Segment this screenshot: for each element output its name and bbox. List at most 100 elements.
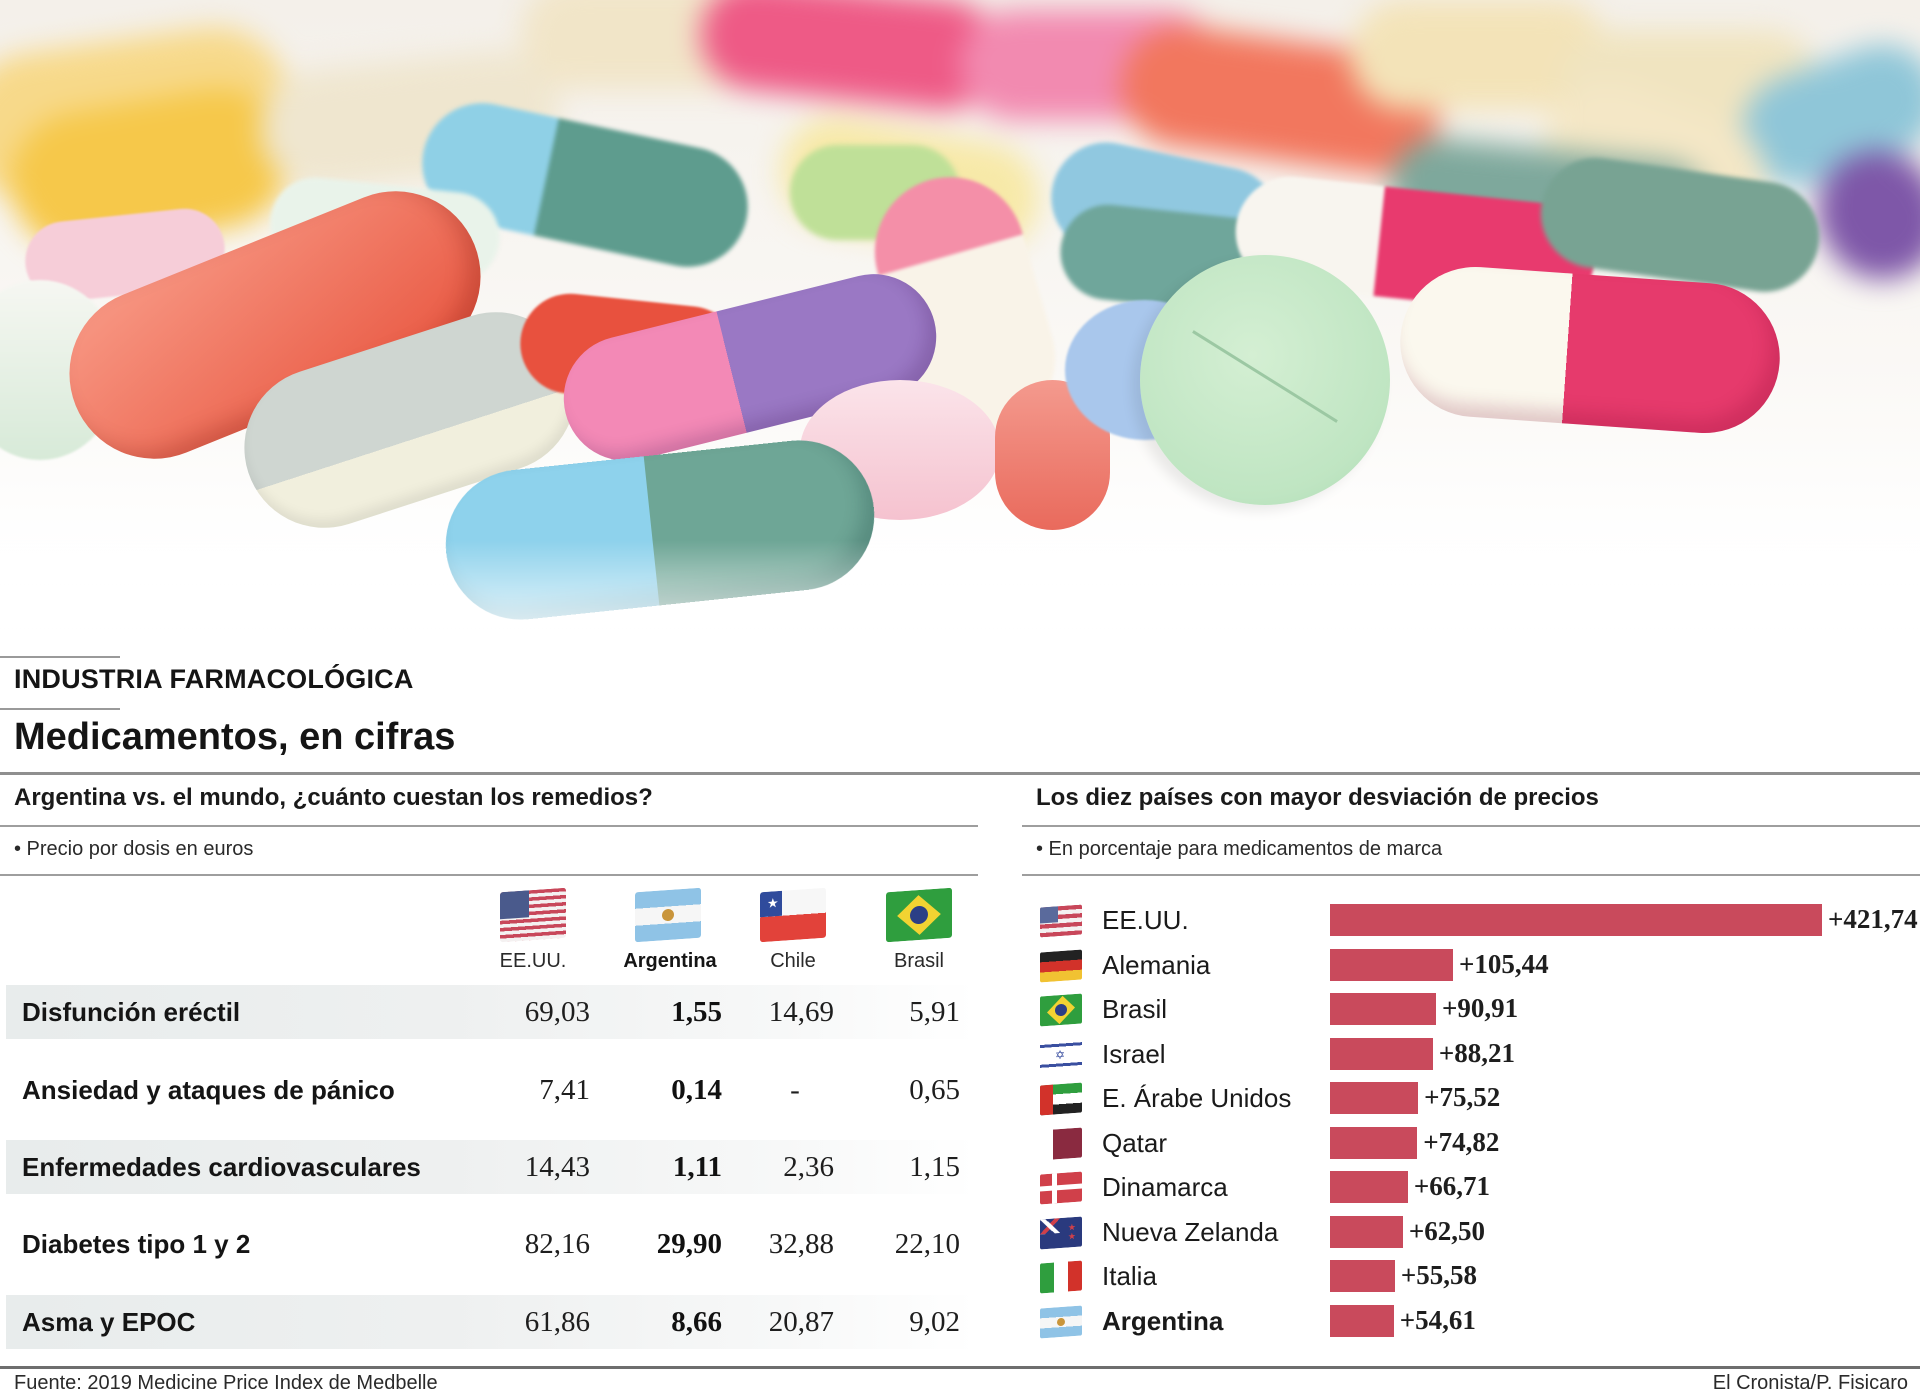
bar-row: Brasil +90,91 bbox=[1040, 987, 1920, 1031]
table-cell: 22,10 bbox=[894, 1228, 960, 1260]
bar bbox=[1330, 1037, 1433, 1070]
table-row: Diabetes tipo 1 y 2 82,16 29,90 32,88 22,10 bbox=[6, 1217, 976, 1271]
bar bbox=[1330, 1304, 1394, 1337]
qatar-flag-icon bbox=[1040, 1127, 1082, 1160]
table-cell: 1,55 bbox=[671, 996, 722, 1028]
bar-value-label: +66,71 bbox=[1413, 1171, 1490, 1201]
bar bbox=[1330, 948, 1453, 981]
bar-value-label: +55,58 bbox=[1400, 1260, 1477, 1290]
bar-row: E. Árabe Unidos +75,52 bbox=[1040, 1076, 1920, 1120]
credit-note: El Cronista/P. Fisicaro bbox=[1712, 1372, 1908, 1394]
table-cell: 2,36 bbox=[783, 1151, 834, 1183]
bar-category-label: Alemania bbox=[1102, 949, 1211, 980]
argentina-flag-icon bbox=[1040, 1305, 1082, 1338]
italy-flag-icon bbox=[1040, 1260, 1082, 1294]
left-panel-subtitle: • Precio por dosis en euros bbox=[14, 838, 254, 860]
column-header: Chile bbox=[770, 950, 816, 972]
bar bbox=[1330, 1082, 1419, 1114]
table-cell: 20,87 bbox=[768, 1306, 834, 1338]
kicker-bottom-rule bbox=[0, 708, 120, 710]
bar bbox=[1330, 993, 1437, 1025]
bar-row: Qatar +74,82 bbox=[1040, 1121, 1920, 1165]
row-label: Disfunción eréctil bbox=[22, 997, 241, 1027]
table-cell: 14,69 bbox=[768, 996, 834, 1028]
kicker: INDUSTRIA FARMACOLÓGICA bbox=[14, 664, 414, 694]
bar-row: ★ ★ Nueva Zelanda +62,50 bbox=[1040, 1210, 1920, 1254]
kicker-top-rule bbox=[0, 656, 120, 658]
header-photo-pills bbox=[0, 0, 1920, 650]
table-cell: 7,41 bbox=[539, 1074, 590, 1106]
israel-flag-icon: ✡ bbox=[1040, 1038, 1082, 1071]
left-subtitle-rule bbox=[0, 874, 978, 876]
table-cell: 8,66 bbox=[671, 1306, 722, 1338]
table-row: Disfunción eréctil 69,03 1,55 14,69 5,91 bbox=[6, 985, 976, 1039]
bar-value-label: +54,61 bbox=[1399, 1304, 1476, 1335]
bar-category-label: Argentina bbox=[1102, 1305, 1224, 1336]
footer-rule bbox=[0, 1366, 1920, 1369]
table-cell: - bbox=[790, 1074, 800, 1106]
bar-row: Alemania +105,44 bbox=[1040, 943, 1920, 987]
bar-category-label: Qatar bbox=[1102, 1127, 1168, 1158]
table-cell: 69,03 bbox=[524, 996, 590, 1028]
bar-category-label: EE.UU. bbox=[1102, 905, 1189, 935]
column-header: Argentina bbox=[623, 950, 717, 972]
right-title-rule bbox=[1022, 825, 1920, 827]
page-title: Medicamentos, en cifras bbox=[14, 716, 456, 758]
bar-row: EE.UU. +421,74 bbox=[1040, 898, 1920, 942]
table-cell: 14,43 bbox=[524, 1151, 590, 1183]
table-row: Ansiedad y ataques de pánico 7,41 0,14 - 0,6… bbox=[6, 1063, 976, 1117]
table-cell: 9,02 bbox=[909, 1306, 960, 1338]
bar-value-label: +74,82 bbox=[1423, 1126, 1500, 1157]
bar-row: ✡ Israel +88,21 bbox=[1040, 1032, 1920, 1076]
white-red-capsule bbox=[1395, 261, 1785, 439]
bar-category-label: Israel bbox=[1102, 1038, 1166, 1069]
table-row: Enfermedades cardiovasculares 14,43 1,11 2,… bbox=[6, 1140, 976, 1194]
section-rule bbox=[0, 772, 1920, 775]
row-label: Ansiedad y ataques de pánico bbox=[22, 1075, 395, 1105]
bar bbox=[1330, 904, 1822, 936]
bar-value-label: +421,74 bbox=[1828, 904, 1918, 934]
right-subtitle-rule bbox=[1022, 874, 1920, 876]
table-cell: 32,88 bbox=[768, 1228, 834, 1260]
bar-category-label: Nueva Zelanda bbox=[1102, 1216, 1279, 1247]
brazil-flag-icon bbox=[1040, 993, 1082, 1027]
chile-flag-icon: ★ bbox=[760, 887, 826, 943]
table-cell: 5,91 bbox=[909, 996, 960, 1028]
new-zealand-flag-icon: ★ ★ bbox=[1040, 1216, 1082, 1249]
table-cell: 1,11 bbox=[672, 1151, 722, 1183]
brazil-flag-icon bbox=[886, 887, 952, 943]
bar-row: Argentina +54,61 bbox=[1040, 1299, 1920, 1343]
bar-category-label: Dinamarca bbox=[1102, 1172, 1228, 1202]
bar-value-label: +90,91 bbox=[1442, 993, 1519, 1023]
denmark-flag-icon bbox=[1040, 1171, 1082, 1205]
column-header: Brasil bbox=[893, 950, 944, 972]
bar-value-label: +88,21 bbox=[1438, 1037, 1516, 1068]
table-cell: 61,86 bbox=[524, 1306, 590, 1338]
table-cell: 29,90 bbox=[656, 1228, 722, 1260]
bar-value-label: +75,52 bbox=[1424, 1082, 1501, 1112]
bar bbox=[1330, 1215, 1403, 1248]
bar-category-label: E. Árabe Unidos bbox=[1102, 1083, 1292, 1113]
usa-flag-icon bbox=[500, 887, 566, 943]
source-note: Fuente: 2019 Medicine Price Index de Med… bbox=[14, 1372, 438, 1394]
row-label: Enfermedades cardiovasculares bbox=[22, 1152, 421, 1182]
table-cell: 1,15 bbox=[909, 1151, 960, 1183]
bar-value-label: +105,44 bbox=[1459, 948, 1549, 979]
bar bbox=[1330, 1171, 1408, 1203]
uae-flag-icon bbox=[1040, 1082, 1082, 1116]
row-label: Diabetes tipo 1 y 2 bbox=[22, 1229, 251, 1259]
bar bbox=[1330, 1260, 1395, 1292]
table-row: Asma y EPOC 61,86 8,66 20,87 9,02 bbox=[6, 1295, 976, 1349]
table-cell: 82,16 bbox=[524, 1228, 590, 1260]
bar-category-label: Brasil bbox=[1102, 994, 1168, 1024]
row-label: Asma y EPOC bbox=[22, 1307, 196, 1337]
argentina-flag-icon bbox=[635, 887, 701, 943]
germany-flag-icon bbox=[1040, 949, 1082, 982]
right-panel-subtitle: • En porcentaje para medicamentos de mar… bbox=[1036, 838, 1443, 860]
column-header: EE.UU. bbox=[499, 950, 567, 972]
bar-row: Italia +55,58 bbox=[1040, 1254, 1920, 1298]
table-cell: 0,65 bbox=[909, 1074, 960, 1106]
bar bbox=[1330, 1126, 1418, 1159]
bar-category-label: Italia bbox=[1102, 1261, 1157, 1291]
usa-flag-icon bbox=[1040, 904, 1082, 938]
